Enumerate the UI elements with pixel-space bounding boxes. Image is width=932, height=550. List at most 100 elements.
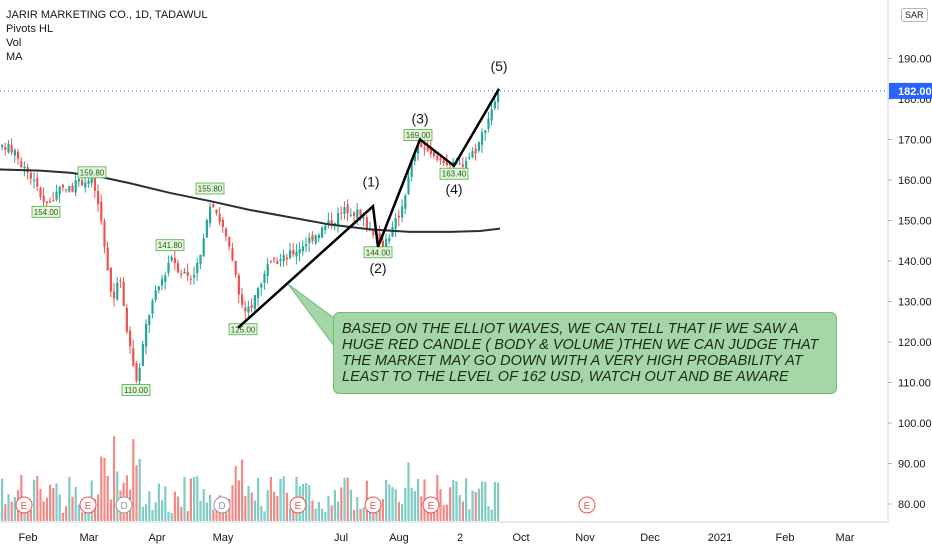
volume-bar <box>333 490 336 521</box>
volume-bar <box>49 484 52 521</box>
volume-bar <box>97 494 100 521</box>
volume-bar <box>474 492 477 521</box>
candle-body <box>29 173 32 179</box>
candle-body <box>100 201 103 222</box>
candle-body <box>362 217 365 219</box>
indicator-ma[interactable]: MA <box>6 51 23 63</box>
volume-bar <box>231 485 234 521</box>
candle-body <box>167 262 170 273</box>
candle-body <box>247 306 250 313</box>
volume-bar <box>397 501 400 521</box>
candle-body <box>343 207 346 214</box>
candle-body <box>353 212 356 216</box>
time-axis-label: Mar <box>80 532 99 544</box>
volume-bar <box>311 500 314 521</box>
pivot-label: 141.80 <box>158 241 183 250</box>
wave-label: (5) <box>490 58 507 74</box>
candle-body <box>125 307 128 332</box>
candle-body <box>465 160 468 169</box>
volume-bar <box>161 500 164 521</box>
volume-bar <box>282 476 285 521</box>
pivot-label-box <box>121 384 151 396</box>
event-marker-label: D <box>120 501 127 512</box>
candle-body <box>148 315 151 326</box>
volume-bar <box>452 480 455 521</box>
candle-body <box>77 178 80 182</box>
volume-bar <box>228 498 231 521</box>
candle-body <box>161 279 164 286</box>
event-marker-label: E <box>584 501 591 512</box>
dividend-marker <box>213 496 231 514</box>
candle-body <box>10 144 13 153</box>
volume-bar <box>257 477 260 521</box>
volume-bar <box>407 462 410 521</box>
price-tick-label: 170.00 <box>898 135 932 147</box>
volume-bar <box>45 497 48 521</box>
candle-body <box>116 282 119 300</box>
price-tick-label: 90.00 <box>898 459 926 471</box>
volume-bar <box>260 505 263 521</box>
candle-body <box>391 227 394 237</box>
volume-bar <box>455 481 458 521</box>
volume-bar <box>189 478 192 521</box>
volume-bar <box>7 494 10 521</box>
event-marker-label: E <box>85 501 92 512</box>
indicator-volume[interactable]: Vol <box>6 37 22 49</box>
candle-body <box>164 275 167 282</box>
candle-body <box>17 151 20 159</box>
candle-body <box>445 162 448 166</box>
candle-body <box>209 206 212 224</box>
candle-body <box>378 233 381 244</box>
candle-body <box>129 330 132 347</box>
volume-bar <box>461 501 464 521</box>
candle-body <box>154 290 157 300</box>
currency-badge[interactable]: SAR <box>901 8 928 22</box>
candle-body <box>199 254 202 265</box>
candle-body <box>461 164 464 167</box>
candle-body <box>490 109 493 121</box>
volume-bar <box>81 512 84 521</box>
volume-bar <box>458 495 461 521</box>
wave-label: (4) <box>445 181 462 197</box>
volume-bar <box>193 477 196 521</box>
volume-bar <box>148 491 151 521</box>
price-tick-label: 190.00 <box>898 54 932 66</box>
volume-bar <box>151 509 154 521</box>
time-axis-label: Aug <box>389 532 409 544</box>
volume-bar <box>154 502 157 521</box>
volume-bar <box>33 479 36 521</box>
candle-body <box>317 235 320 239</box>
candle-body <box>407 176 410 195</box>
volume-bar <box>212 509 215 521</box>
candle-body <box>305 244 308 247</box>
wave-label: (1) <box>362 173 379 189</box>
candle-body <box>225 228 228 237</box>
candle-body <box>202 238 205 257</box>
volume-bar <box>103 458 106 521</box>
time-axis-label: Feb <box>776 532 795 544</box>
volume-bar <box>199 500 202 521</box>
candle-body <box>497 92 500 103</box>
earnings-marker <box>578 496 596 514</box>
symbol-title[interactable]: JARIR MARKETING CO., 1D, TADAWUL <box>6 9 208 21</box>
candle-body <box>257 288 260 298</box>
candle-body <box>186 272 189 276</box>
candle-body <box>151 300 154 314</box>
pivot-label-box <box>439 167 469 180</box>
time-axis-label: May <box>213 532 234 544</box>
candle-body <box>218 213 221 222</box>
candle-body <box>298 249 301 254</box>
pivot-label: 144.00 <box>366 248 391 257</box>
candle-body <box>337 213 340 226</box>
volume-bar <box>484 481 487 521</box>
volume-bar <box>449 487 452 521</box>
annotation-note[interactable]: BASED ON THE ELLIOT WAVES, WE CAN TELL T… <box>333 312 837 394</box>
volume-bar <box>65 506 68 521</box>
volume-bar <box>52 488 55 521</box>
volume-bar <box>481 481 484 521</box>
candle-body <box>68 186 71 192</box>
indicator-pivots[interactable]: Pivots HL <box>6 23 54 35</box>
moving-average-line <box>0 168 501 233</box>
candle-body <box>263 273 266 283</box>
